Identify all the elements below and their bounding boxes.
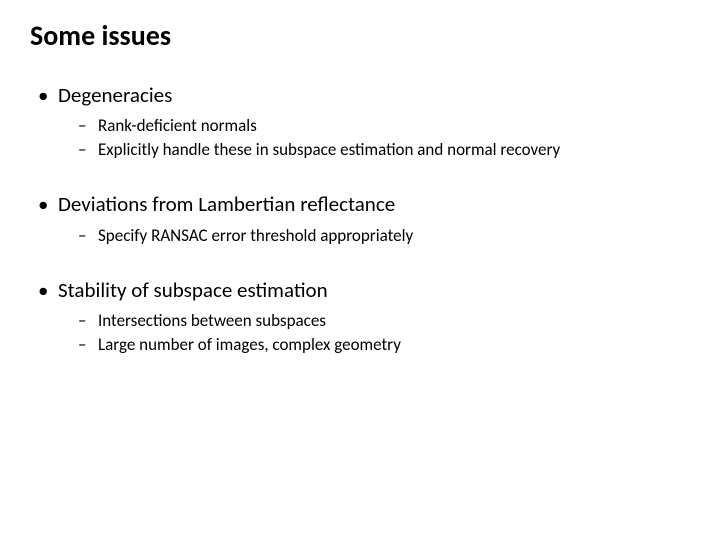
section-item: – Intersections between subspaces [30, 310, 690, 333]
bullet-icon: • [38, 81, 48, 109]
item-text: Large number of images, complex geometry [98, 334, 401, 355]
section-item: – Specify RANSAC error threshold appropr… [30, 225, 690, 248]
slide-title: Some issues [30, 18, 690, 53]
item-text: Intersections between subspaces [98, 310, 326, 331]
dash-icon: – [78, 334, 86, 357]
section-item: – Explicitly handle these in subspace es… [30, 139, 690, 162]
section-heading: • Deviations from Lambertian reflectance [30, 190, 690, 218]
section-heading: • Stability of subspace estimation [30, 276, 690, 304]
item-text: Explicitly handle these in subspace esti… [98, 139, 560, 160]
dash-icon: – [78, 225, 86, 248]
section-1: • Deviations from Lambertian reflectance… [30, 190, 690, 247]
dash-icon: – [78, 139, 86, 162]
bullet-icon: • [38, 276, 48, 304]
section-item: – Rank-deficient normals [30, 115, 690, 138]
section-2: • Stability of subspace estimation – Int… [30, 276, 690, 357]
heading-text: Degeneracies [58, 82, 172, 108]
section-heading: • Degeneracies [30, 81, 690, 109]
bullet-icon: • [38, 190, 48, 218]
dash-icon: – [78, 115, 86, 138]
section-0: • Degeneracies – Rank-deficient normals … [30, 81, 690, 162]
item-text: Rank-deficient normals [98, 115, 257, 136]
heading-text: Stability of subspace estimation [58, 277, 328, 303]
section-item: – Large number of images, complex geomet… [30, 334, 690, 357]
heading-text: Deviations from Lambertian reflectance [58, 191, 395, 217]
item-text: Specify RANSAC error threshold appropria… [98, 225, 413, 246]
dash-icon: – [78, 310, 86, 333]
